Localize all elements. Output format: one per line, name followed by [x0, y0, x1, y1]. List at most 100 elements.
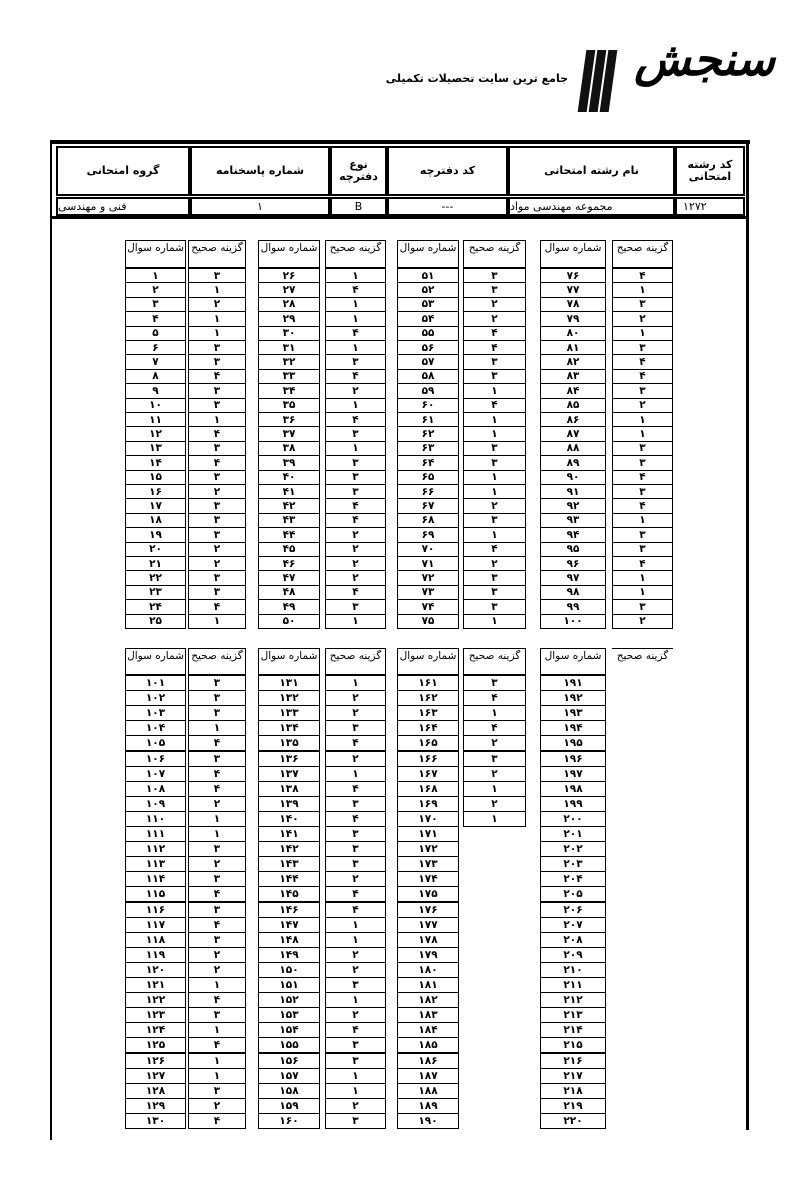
answer-column-header: گزینه صحیح [463, 240, 526, 268]
correct-answer-cell: ۳ [612, 541, 673, 557]
question-number-cell: ۲۰۱ [540, 826, 606, 843]
correct-answer-cell: ۲ [325, 1097, 386, 1114]
correct-answer-cell: ۱ [188, 325, 246, 341]
header-value: B [330, 197, 387, 216]
question-number-cell: ۱۲۱ [125, 977, 186, 994]
correct-answer-cell: ۲ [188, 296, 246, 313]
question-number-cell: ۲۰۰ [540, 810, 606, 827]
question-number-cell: ۲۶ [258, 268, 320, 284]
correct-answer-cell: ۴ [188, 455, 246, 471]
correct-answer-cell: ۴ [188, 1037, 246, 1054]
correct-answer-cell: ۲ [463, 795, 526, 812]
question-number-cell: ۶ [125, 340, 186, 356]
question-number-cell: ۱۲۶ [125, 1052, 186, 1069]
correct-answer-cell: ۳ [463, 512, 526, 529]
question-number-cell: ۱۸۹ [397, 1097, 459, 1114]
correct-answer-cell: ۳ [188, 527, 246, 543]
question-number-cell: ۱۴۸ [258, 931, 320, 948]
question-number-cell: ۵۴ [397, 311, 459, 327]
question-number-cell: ۱۴ [125, 455, 186, 471]
question-number-cell: ۱۶۰ [258, 1112, 320, 1129]
question-number-cell: ۱۳۵ [258, 735, 320, 752]
question-number-cell: ۲۰۳ [540, 856, 606, 873]
correct-answer-cell: ۲ [463, 311, 526, 327]
question-number-cell: ۴۳ [258, 512, 320, 529]
question-number-cell: ۲۱۹ [540, 1097, 606, 1114]
question-number-cell: ۱۸۴ [397, 1022, 459, 1039]
correct-answer-cell: ۲ [325, 527, 386, 543]
question-column-header: شماره سوال [125, 648, 186, 675]
question-number-cell: ۱۶۵ [397, 735, 459, 752]
question-number-cell: ۱۰۳ [125, 705, 186, 722]
correct-answer-cell: ۱ [188, 720, 246, 737]
question-number-cell: ۱۲۲ [125, 992, 186, 1009]
correct-answer-cell: ۳ [612, 527, 673, 543]
question-number-cell: ۲۷ [258, 282, 320, 298]
question-number-cell: ۱۵۷ [258, 1067, 320, 1084]
question-number-cell: ۱۱۳ [125, 856, 186, 873]
question-number-cell: ۱۷۱ [397, 826, 459, 843]
correct-answer-cell: ۳ [325, 426, 386, 442]
question-number-cell: ۴۶ [258, 556, 320, 572]
correct-answer-cell: ۳ [188, 841, 246, 858]
correct-answer-cell: ۳ [325, 977, 386, 994]
question-number-cell: ۱۵۱ [258, 977, 320, 994]
question-number-cell: ۱۷۴ [397, 871, 459, 888]
correct-answer-cell: ۳ [325, 826, 386, 843]
question-number-cell: ۱۲۰ [125, 961, 186, 978]
correct-answer-cell: ۴ [188, 735, 246, 752]
header-label: کد رشته امتحانی [675, 146, 745, 196]
question-number-cell: ۷۵ [397, 613, 459, 629]
question-number-cell: ۱۱۲ [125, 841, 186, 858]
correct-answer-cell: ۲ [188, 541, 246, 557]
correct-answer-cell: ۴ [463, 340, 526, 356]
correct-answer-cell: ۱ [325, 340, 386, 356]
correct-answer-cell: ۴ [188, 886, 246, 903]
correct-answer-cell: ۳ [325, 469, 386, 485]
question-number-cell: ۱۶۷ [397, 765, 459, 782]
question-number-cell: ۲۳ [125, 584, 186, 601]
question-number-cell: ۱۰۴ [125, 720, 186, 737]
correct-answer-cell: ۱ [463, 705, 526, 722]
question-number-cell: ۱۲۵ [125, 1037, 186, 1054]
question-number-cell: ۸۴ [540, 383, 606, 399]
correct-answer-cell: ۱ [463, 780, 526, 797]
correct-answer-cell: ۱ [325, 931, 386, 948]
question-number-cell: ۱۱۱ [125, 826, 186, 843]
correct-answer-cell: ۳ [325, 795, 386, 812]
question-number-cell: ۲۱ [125, 556, 186, 572]
answer-column-header: گزینه صحیح [612, 648, 673, 675]
correct-answer-cell: ۲ [325, 541, 386, 557]
question-number-cell: ۶۰ [397, 397, 459, 413]
question-number-cell: ۱۹۹ [540, 795, 606, 812]
question-number-cell: ۸۵ [540, 397, 606, 413]
correct-answer-cell: ۴ [325, 498, 386, 514]
question-number-cell: ۱۵۲ [258, 992, 320, 1009]
correct-answer-cell: ۲ [463, 765, 526, 782]
question-number-cell: ۸۱ [540, 340, 606, 356]
correct-answer-cell: ۳ [612, 340, 673, 356]
question-number-cell: ۳۶ [258, 412, 320, 428]
question-number-cell: ۱۰۶ [125, 750, 186, 767]
book-bars-icon [577, 50, 618, 118]
question-number-cell: ۱۵۸ [258, 1082, 320, 1099]
question-number-cell: ۱۹۰ [397, 1112, 459, 1129]
correct-answer-cell: ۳ [188, 750, 246, 767]
question-number-cell: ۱۲۳ [125, 1007, 186, 1024]
question-number-cell: ۱۹۶ [540, 750, 606, 767]
question-number-cell: ۱۳۴ [258, 720, 320, 737]
header-label: نوع دفترچه [330, 146, 387, 196]
question-number-cell: ۳۷ [258, 426, 320, 442]
question-number-cell: ۴۴ [258, 527, 320, 543]
question-number-cell: ۱۹۴ [540, 720, 606, 737]
header-value: ۱۲۷۲ [675, 197, 745, 216]
correct-answer-cell: ۱ [188, 282, 246, 298]
header-value: --- [387, 197, 508, 216]
question-number-cell: ۹۷ [540, 570, 606, 586]
question-number-cell: ۱۰۲ [125, 690, 186, 707]
correct-answer-cell: ۱ [325, 311, 386, 327]
question-number-cell: ۱۸۳ [397, 1007, 459, 1024]
correct-answer-cell: ۳ [188, 440, 246, 457]
question-number-cell: ۱۰۸ [125, 780, 186, 797]
question-number-cell: ۱۹ [125, 527, 186, 543]
